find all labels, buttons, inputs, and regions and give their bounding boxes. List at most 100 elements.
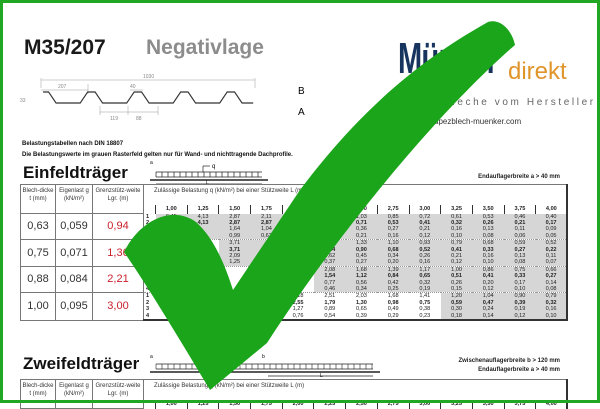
load-value: 0,30 [440,306,473,313]
header-load: Zulässige Belastung q (kN/m²) bei einer … [143,379,569,400]
thickness-value: 0,63 [20,212,56,241]
logo-accent: direkt [508,58,567,85]
load-value: 0,08 [472,232,505,240]
load-value: 1,64 [218,226,251,233]
load-value: 3,71 [218,239,251,247]
load-value: 0,38 [419,306,431,313]
load-value: 0,68 [472,239,505,247]
load-value: 1,79 [324,299,336,306]
load-value: 0,59 [440,299,473,307]
load-value: 0,25 [377,285,409,293]
load-value: 0,98 [387,299,399,306]
side-label-b: B [298,86,305,97]
product-title: M35/207 [24,36,106,59]
load-value: 0,33 [472,246,505,253]
header-limit-span: Grenzstütz-weite Lgr. (m) [92,184,144,214]
load-value: 0,32 [440,219,473,227]
load-value: 0,14 [472,312,505,322]
load-value: 2,11 [250,213,283,220]
thickness-value: 0,88 [20,265,56,294]
load-value: 0,40 [535,213,569,220]
span-header-10: 3,50 [471,204,505,214]
logo-tagline: Trapezbleche vom Hersteller [398,97,596,108]
load-value: 0,56 [345,279,378,286]
section-title-zweifeld: Zweifeldträger [23,354,140,373]
load-value: 0,32 [535,299,569,307]
diagram-b-label: b [262,354,265,360]
table-row: 30,770,560,420,320,260,200,170,14 [21,279,569,286]
load-value: 0,71 [345,219,378,227]
load-case-number: 3 [146,306,150,313]
load-value: 0,26 [440,279,473,286]
load-value: 0,41 [472,273,505,280]
load-value: 0,62 [313,252,346,260]
load-value: 0,21 [440,252,473,260]
load-value: 2,87 [218,213,251,220]
load-value: 0,10 [472,259,505,267]
load-value: 2,51 [313,292,346,300]
load-value: 0,14 [535,279,569,286]
load-value: 0,07 [535,259,569,267]
load-value: 4,13 [187,219,219,227]
load-value: 0,39 [504,299,536,307]
load-value: 0,19 [504,306,536,313]
dim-top: 40 [130,84,136,90]
load-value: 0,90 [345,246,378,253]
load-value: 0,34 [345,285,378,293]
load-value: 0,39 [345,312,378,322]
load-value: 0,06 [504,232,536,240]
load-value: 0,12 [472,285,505,293]
load-value: 0,52 [409,246,441,253]
load-value: 0,15 [440,285,473,293]
load-value: 1,00 [440,265,473,274]
load-value: 0,27 [535,273,569,280]
load-case-number: 1 [146,213,150,220]
load-value: 1,04 [250,226,283,233]
intermediate-support-note: Zwischenauflagerbreite b > 120 mm [458,358,560,364]
load-value: 1,39 [377,265,409,274]
load-value: 0,10 [535,312,569,322]
dim-pitch: 207 [58,84,67,90]
load-value: 0,33 [504,273,536,280]
load-value: 0,05 [535,232,569,240]
load-value: 1,27 [292,306,304,313]
load-case-number: 2 [146,219,150,226]
side-label-a: A [298,107,305,118]
load-value: 0,75 [419,299,431,306]
load-value: 1,17 [409,265,441,274]
thickness-value: 1,00 [20,292,56,321]
load-value: 0,12 [504,312,536,322]
load-value: 0,22 [535,246,569,253]
note-standard: Belastungstabellen nach DIN 18807 [22,141,124,147]
website-link[interactable]: www.trapezblech-muenker.com [410,117,522,126]
load-value: 0,47 [472,299,505,307]
span-header-8: 3,00 [408,204,441,214]
load-value: 0,76 [282,312,314,322]
diagram-q-label: q [212,164,215,170]
span-header-12: 4,00 [535,204,569,214]
load-value: 0,77 [313,279,346,286]
table-row: 1,000,0953,00112,703,182,512,031,681,411… [20,292,569,321]
span-header-7: 2,75 [376,204,409,214]
dim-total: 1030 [143,74,154,80]
load-value: 0,84 [377,273,409,280]
load-value: 0,79 [440,239,473,247]
load-value: 1,30 [356,299,367,306]
load-value: 0,26 [472,219,505,227]
load-value: 2,08 [313,265,346,274]
load-value: 1,68 [377,292,409,300]
load-value: 4,13 [187,213,219,220]
span-header-2: 1,50 [218,204,251,214]
selfweight-value: 0,095 [55,292,93,321]
thickness-value: 0,75 [20,239,56,267]
load-value: 0,16 [409,259,441,267]
load-value: 0,34 [377,252,409,260]
load-value: 0,41 [409,219,441,227]
load-value: 0,99 [218,232,251,240]
load-value: 1,04 [472,292,505,300]
table-row: 212,702,551,791,300,980,750,590,470,390,… [21,299,569,307]
span-header-3: 1,75 [250,204,283,214]
span-header-0: 1,00 [155,204,188,214]
load-value: 0,37 [313,259,346,267]
load-value: 2,09 [218,252,251,260]
